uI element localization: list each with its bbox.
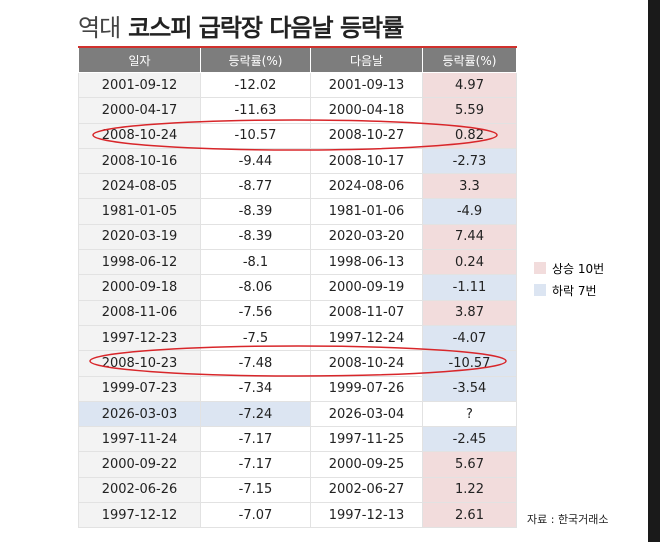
table-cell: 2002-06-27 <box>310 476 423 504</box>
header-cell: 등락률(%) <box>200 46 311 73</box>
table-cell: -9.44 <box>200 147 311 175</box>
table-cell: 1.22 <box>422 476 517 504</box>
table-row: 1997-12-23 -7.5 1997-12-24 -4.07 <box>78 324 517 352</box>
table-cell: 0.82 <box>422 122 517 149</box>
table-cell: 2008-10-16 <box>78 147 201 175</box>
table-cell: 1997-12-12 <box>78 502 201 529</box>
table-cell: -7.15 <box>200 476 311 504</box>
table-row: 2000-09-18 -8.06 2000-09-19 -1.11 <box>78 274 517 301</box>
table-cell: 2026-03-03 <box>78 400 201 428</box>
table-cell: 1997-11-24 <box>78 426 201 453</box>
table-cell: -4.9 <box>422 198 517 225</box>
table-row: 1997-12-12 -7.07 1997-12-13 2.61 <box>78 502 517 529</box>
table-row: 1998-06-12 -8.1 1998-06-13 0.24 <box>78 249 517 276</box>
highlight-circle <box>89 345 507 377</box>
table-row: 1997-11-24 -7.17 1997-11-25 -2.45 <box>78 426 517 453</box>
table: 일자 등락률(%) 다음날 등락률(%) 2001-09-12 -12.02 2001-0… <box>78 46 517 529</box>
legend-swatch <box>534 284 546 296</box>
title: 역대 코스피 급락장 다음날 등락률 <box>78 8 404 43</box>
table-cell: 1997-11-25 <box>310 426 423 453</box>
table-row: 1999-07-23 -7.34 1999-07-26 -3.54 <box>78 375 517 402</box>
table-cell: -2.73 <box>422 147 517 175</box>
legend-item: 하락 7번 <box>534 279 604 301</box>
table-cell: 2008-10-24 <box>310 350 423 377</box>
table-cell: -7.17 <box>200 451 311 478</box>
table-row: 2008-10-23 -7.48 2008-10-24 -10.57 <box>78 350 517 377</box>
table-cell: 2008-10-23 <box>78 350 201 377</box>
title-light: 역대 <box>78 14 121 42</box>
table-cell: 2026-03-04 <box>310 400 423 428</box>
table-cell: -2.45 <box>422 426 517 453</box>
table-cell: 1999-07-23 <box>78 375 201 402</box>
table-cell: -8.39 <box>200 198 311 225</box>
table-cell: -1.11 <box>422 274 517 301</box>
table-cell: 2000-04-17 <box>78 97 201 124</box>
table-cell: 1998-06-13 <box>310 249 423 276</box>
header-row: 일자 등락률(%) 다음날 등락률(%) <box>78 46 517 73</box>
title-bold: 코스피 급락장 다음날 등락률 <box>128 14 404 42</box>
table-cell: 2001-09-13 <box>310 71 423 99</box>
table-row: 2024-08-05 -8.77 2024-08-06 3.3 <box>78 173 517 200</box>
table-cell: 1997-12-13 <box>310 502 423 529</box>
table-cell: 2020-03-19 <box>78 223 201 251</box>
table-cell: 2000-09-18 <box>78 274 201 301</box>
table-row: 1981-01-05 -8.39 1981-01-06 -4.9 <box>78 198 517 225</box>
header-cell: 등락률(%) <box>422 46 517 73</box>
table-cell: 2008-10-27 <box>310 122 423 149</box>
table-row: 2001-09-12 -12.02 2001-09-13 4.97 <box>78 71 517 99</box>
table-row: 2000-04-17 -11.63 2000-04-18 5.59 <box>78 97 517 124</box>
legend-label: 하락 7번 <box>552 283 597 298</box>
table-row: 2026-03-03 -7.24 2026-03-04? <box>78 400 517 428</box>
table-cell: 2000-09-22 <box>78 451 201 478</box>
table-cell: -10.57 <box>200 122 311 149</box>
table-row: 2020-03-19 -8.39 2020-03-20 7.44 <box>78 223 517 251</box>
table-cell: 2008-11-07 <box>310 299 423 326</box>
table-cell: -3.54 <box>422 375 517 402</box>
table-cell: 7.44 <box>422 223 517 251</box>
table-cell: 5.67 <box>422 451 517 478</box>
table-cell: 1981-01-05 <box>78 198 201 225</box>
table-cell: 1999-07-26 <box>310 375 423 402</box>
legend-label: 상승 10번 <box>552 261 605 276</box>
table-cell: -7.07 <box>200 502 311 529</box>
table-cell: 4.97 <box>422 71 517 99</box>
table-cell: 3.3 <box>422 173 517 200</box>
table-cell: -8.77 <box>200 173 311 200</box>
table-cell: 2020-03-20 <box>310 223 423 251</box>
table-cell: 0.24 <box>422 249 517 276</box>
table-cell: 3.87 <box>422 299 517 326</box>
table-cell: 2001-09-12 <box>78 71 201 99</box>
table-cell: 2.61 <box>422 502 517 529</box>
table-row: 2002-06-26 -7.15 2002-06-27 1.22 <box>78 476 517 504</box>
table-cell: 2008-11-06 <box>78 299 201 326</box>
table-cell: -4.07 <box>422 324 517 352</box>
table-cell: 2000-09-19 <box>310 274 423 301</box>
legend-item: 상승 10번 <box>534 257 604 279</box>
screen-edge <box>648 0 660 542</box>
legend-swatch <box>534 262 546 274</box>
table-cell: -7.17 <box>200 426 311 453</box>
highlight-circle <box>92 119 498 151</box>
table-cell: 2024-08-05 <box>78 173 201 200</box>
source: 자료 : 한국거래소 <box>527 513 609 526</box>
table-row: 2008-10-24 -10.57 2008-10-27 0.82 <box>78 122 517 149</box>
table-cell: -7.24 <box>200 400 311 428</box>
table-cell: 1981-01-06 <box>310 198 423 225</box>
table-row: 2008-10-16 -9.44 2008-10-17 -2.73 <box>78 147 517 175</box>
table-cell: 5.59 <box>422 97 517 124</box>
table-cell: -8.39 <box>200 223 311 251</box>
header-cell: 다음날 <box>310 46 423 73</box>
